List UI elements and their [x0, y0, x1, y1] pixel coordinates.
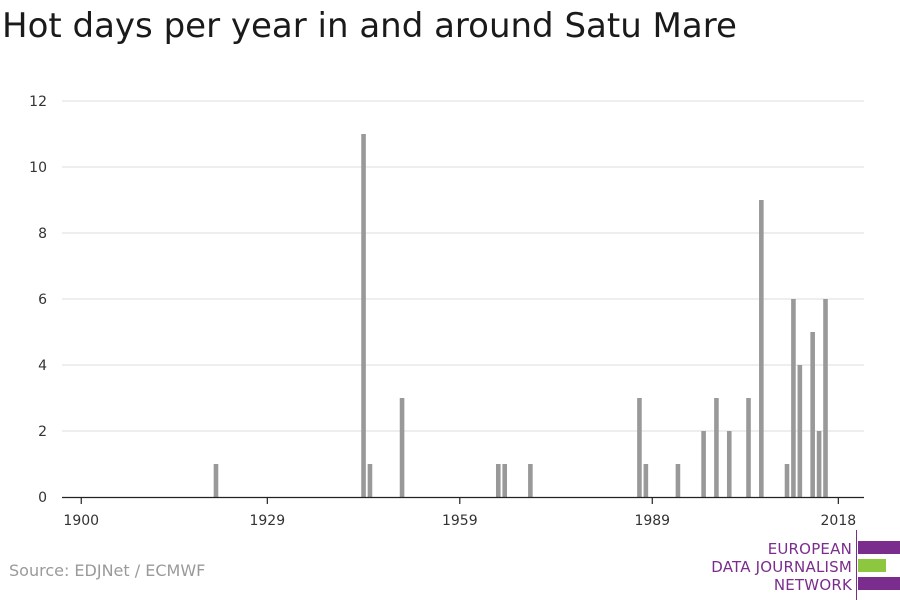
bar	[643, 464, 649, 497]
bar	[791, 299, 796, 497]
x-tick-label: 2018	[821, 513, 857, 529]
bar	[714, 398, 719, 497]
bar	[637, 398, 642, 497]
logo-text-line-1: EUROPEAN	[767, 540, 852, 558]
bar	[810, 332, 815, 497]
logo-bar-green	[858, 559, 886, 572]
bar	[726, 431, 732, 497]
bar	[528, 464, 533, 497]
bar	[816, 431, 822, 497]
bar	[823, 299, 828, 497]
y-tick-label: 10	[29, 160, 47, 176]
bar	[797, 365, 803, 497]
bar	[784, 464, 790, 497]
y-tick-label: 2	[38, 424, 47, 440]
logo-text-line-2: DATA JOURNALISM	[711, 558, 852, 576]
x-tick-label: 1989	[634, 513, 670, 529]
logo-bar-purple-top	[858, 541, 900, 554]
x-tick-label: 1959	[442, 513, 478, 529]
y-tick-label: 8	[38, 226, 47, 242]
y-tick-label: 4	[38, 358, 47, 374]
y-tick-label: 6	[38, 292, 47, 308]
bar	[361, 134, 366, 497]
bar	[675, 464, 681, 497]
logo-text-line-3: NETWORK	[773, 576, 852, 594]
bar	[213, 464, 219, 497]
logo-bar-purple-bottom	[858, 577, 900, 590]
chart-title: Hot days per year in and around Satu Mar…	[2, 6, 737, 46]
bar	[495, 464, 501, 497]
edjnet-logo: EUROPEAN DATA JOURNALISM NETWORK	[700, 530, 900, 600]
bar	[746, 398, 751, 497]
bar	[502, 464, 508, 497]
y-tick-label: 0	[38, 490, 47, 506]
x-tick-label: 1929	[249, 513, 285, 529]
x-tick-label: 1900	[63, 513, 99, 529]
bar	[701, 431, 706, 497]
source-note: Source: EDJNet / ECMWF	[9, 561, 206, 580]
bar	[759, 200, 764, 497]
y-tick-label: 12	[29, 94, 47, 110]
bar	[367, 464, 373, 497]
logo-divider	[856, 530, 857, 600]
bar	[399, 398, 405, 497]
